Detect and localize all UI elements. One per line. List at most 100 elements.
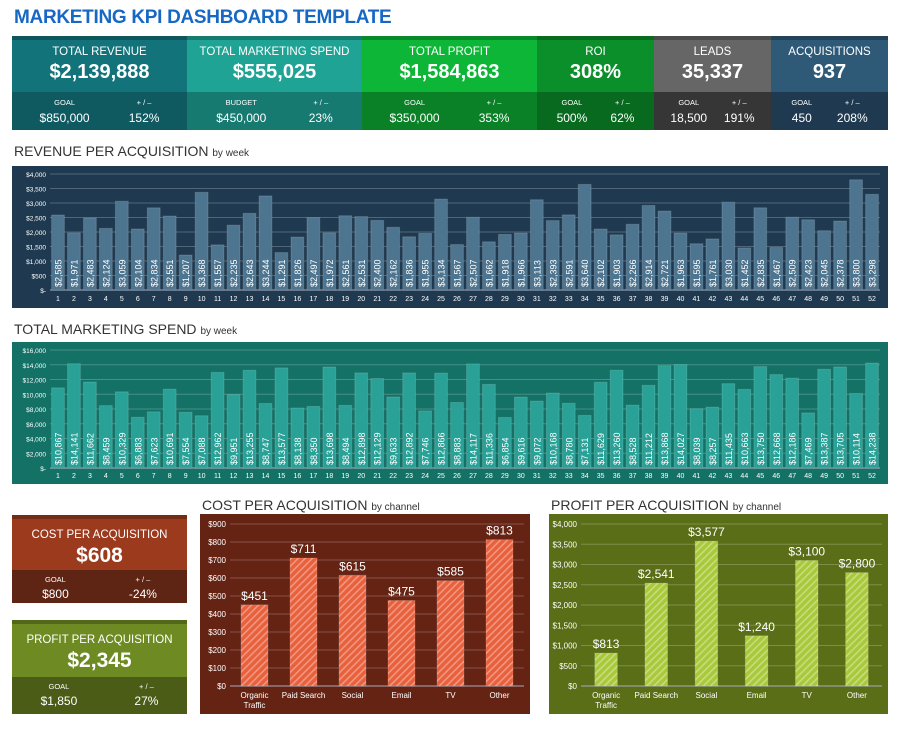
data-label: $2,102 <box>596 259 606 287</box>
bar <box>434 372 448 469</box>
x-tick-label: 5 <box>120 473 124 480</box>
x-tick-label: 31 <box>533 473 541 480</box>
data-label: $475 <box>388 585 415 599</box>
bar <box>833 366 847 469</box>
bar <box>482 383 496 469</box>
x-tick-label: 27 <box>469 296 477 303</box>
x-tick-label: 42 <box>709 296 717 303</box>
bar <box>306 405 321 469</box>
bar <box>794 559 819 687</box>
x-tick-label: TV <box>445 691 456 700</box>
x-tick-label: 45 <box>756 296 764 303</box>
y-tick-label: $3,500 <box>553 540 578 549</box>
kpi-goal-label: GOAL <box>404 98 425 107</box>
data-label: $2,914 <box>644 259 654 287</box>
bar <box>657 365 672 469</box>
data-label: $6,883 <box>133 437 143 465</box>
x-tick-label: 47 <box>788 473 796 480</box>
bar <box>289 557 318 687</box>
x-tick-label: 11 <box>214 473 221 480</box>
kpi-delta-label: + / – <box>844 98 860 107</box>
x-tick-label: 9 <box>184 473 188 480</box>
section-suffix: by channel <box>371 502 420 513</box>
x-tick-label: 5 <box>120 296 124 303</box>
data-label: $14,141 <box>69 432 79 465</box>
data-label: $8,528 <box>628 437 638 465</box>
x-tick-label: Email <box>391 691 411 700</box>
data-label: $13,698 <box>325 432 335 465</box>
x-tick-label: 17 <box>309 296 317 303</box>
data-label: $12,962 <box>213 432 223 465</box>
data-label: $1,467 <box>772 259 782 287</box>
x-tick-label: 40 <box>677 473 685 480</box>
y-tick-label: $900 <box>208 520 226 529</box>
bar <box>498 233 512 291</box>
x-tick-label: 18 <box>325 296 333 303</box>
x-tick-label: 25 <box>437 473 445 480</box>
x-tick-label: 6 <box>136 296 140 303</box>
data-label: $1,557 <box>213 259 223 287</box>
data-label: $3,134 <box>437 259 447 287</box>
data-label: $2,561 <box>341 259 351 287</box>
card-header: COST PER ACQUISITION $608 <box>12 515 187 570</box>
data-label: $10,663 <box>740 432 750 465</box>
x-tick-label: 11 <box>214 296 221 303</box>
kpi-goal-label: BUDGET <box>225 98 257 107</box>
data-label: $2,378 <box>836 259 846 287</box>
kpi-tile: ROI 308% GOAL 500% + / – 62% <box>537 36 654 130</box>
data-label: $3,368 <box>197 259 207 287</box>
data-label: $13,750 <box>756 432 766 465</box>
card-delta-value: -24% <box>128 587 157 601</box>
data-label: $2,835 <box>756 259 766 287</box>
bar <box>801 412 816 469</box>
data-label: $1,963 <box>676 259 686 287</box>
data-label: $711 <box>291 542 317 556</box>
x-tick-label: 48 <box>804 473 812 480</box>
bar <box>354 216 369 291</box>
section-title: PROFIT PER ACQUISITION <box>551 497 729 513</box>
section-title: TOTAL MARKETING SPEND <box>14 321 197 337</box>
bar <box>673 232 688 291</box>
kpi-delta-value: 191% <box>723 111 755 125</box>
x-tick-label: 19 <box>341 296 349 303</box>
bar <box>242 212 257 291</box>
kpi-delta: + / – 208% <box>837 98 868 130</box>
x-tick-label: Other <box>847 691 867 700</box>
kpi-footer: GOAL 500% + / – 62% <box>537 92 654 130</box>
bar <box>402 236 417 291</box>
data-label: $9,072 <box>532 437 542 465</box>
kpi-goal-value: 450 <box>791 111 812 125</box>
bar <box>178 254 193 291</box>
kpi-label: ROI <box>585 46 606 58</box>
x-tick-label: 8 <box>168 473 172 480</box>
x-tick-label: 28 <box>485 296 493 303</box>
bar <box>644 582 669 687</box>
x-tick-label: 36 <box>613 296 621 303</box>
data-label: $1,972 <box>325 259 335 287</box>
profit-per-acquisition-chart: $0 $500 $1,000 $1,500 $2,000 $2,500 $3,000 $3,5… <box>549 514 888 714</box>
y-tick-label: $500 <box>208 592 226 601</box>
section-suffix: by week <box>212 148 250 159</box>
bar <box>561 214 576 291</box>
y-tick-label: $14,000 <box>23 363 47 370</box>
data-label: $2,423 <box>804 259 814 287</box>
data-label: $2,162 <box>389 259 399 287</box>
y-tick-label: $800 <box>208 538 226 547</box>
y-tick-label: $- <box>40 288 46 295</box>
kpi-label: TOTAL PROFIT <box>409 46 490 58</box>
x-tick-label: Social <box>342 691 364 700</box>
data-label: $13,705 <box>836 432 846 465</box>
bar <box>242 369 257 469</box>
bar <box>402 372 417 469</box>
data-label: $13,260 <box>612 432 622 465</box>
data-label: $11,336 <box>484 433 494 465</box>
x-tick-label: 21 <box>373 473 381 480</box>
data-label: $1,955 <box>421 259 431 287</box>
bar <box>593 228 608 291</box>
data-label: $8,780 <box>564 437 574 465</box>
x-tick-label: 34 <box>581 296 589 303</box>
data-label: $11,435 <box>724 433 734 465</box>
kpi-goal: GOAL $350,000 <box>390 98 440 130</box>
x-tick-label: 21 <box>373 296 381 303</box>
y-tick-label: $0 <box>568 682 577 691</box>
